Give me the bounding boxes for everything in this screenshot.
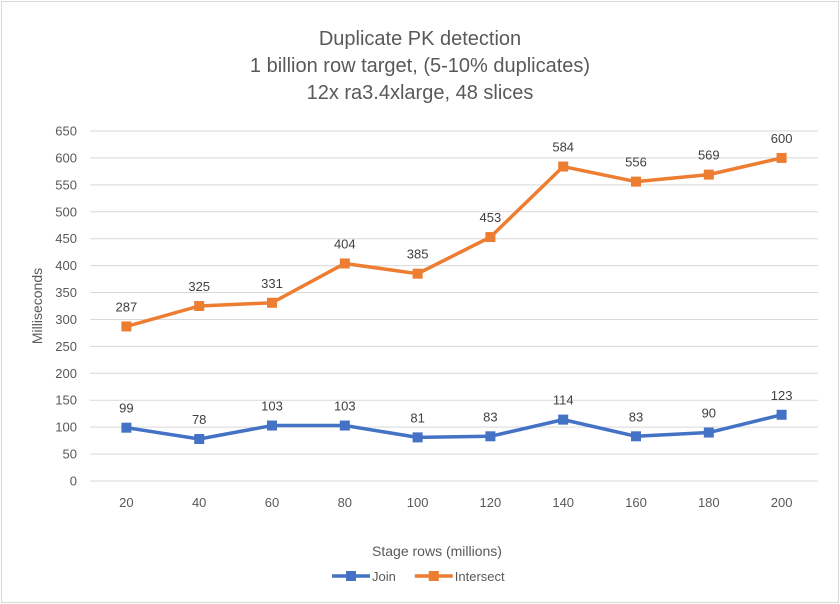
x-tick-label: 80 bbox=[338, 495, 352, 510]
y-tick-label: 0 bbox=[70, 474, 77, 489]
y-axis-label: Milliseconds bbox=[29, 268, 45, 344]
x-tick-label: 120 bbox=[480, 495, 502, 510]
data-point bbox=[339, 258, 350, 269]
y-tick-label: 350 bbox=[55, 285, 77, 300]
x-tick-label: 40 bbox=[192, 495, 206, 510]
chart-title: Duplicate PK detection 1 billion row tar… bbox=[250, 28, 590, 104]
chart-title-line-2: 1 billion row target, (5-10% duplicates) bbox=[250, 55, 590, 77]
data-label: 114 bbox=[553, 393, 574, 408]
y-tick-label: 600 bbox=[55, 150, 77, 165]
data-label: 569 bbox=[698, 148, 720, 163]
data-point bbox=[485, 232, 496, 243]
y-axis-ticks: 0 50 100 150 200 250 300 350 400 450 500 550 600 650 bbox=[55, 124, 77, 489]
y-tick-label: 650 bbox=[55, 124, 77, 139]
y-tick-label: 150 bbox=[55, 393, 77, 408]
data-point bbox=[412, 432, 423, 443]
series-line-intersect bbox=[125, 156, 782, 329]
data-label: 325 bbox=[188, 279, 210, 294]
data-label: 556 bbox=[625, 155, 647, 170]
data-label: 103 bbox=[261, 399, 283, 414]
data-point bbox=[194, 301, 205, 311]
legend-marker bbox=[346, 571, 356, 581]
data-point bbox=[558, 161, 569, 172]
data-label: 331 bbox=[261, 276, 283, 291]
data-label: 99 bbox=[119, 401, 133, 416]
data-label: 78 bbox=[192, 412, 206, 427]
series-group: 99 78 103 103 81 83 114 83 90 123 287 325 331 404 385 4… bbox=[116, 131, 793, 444]
y-tick-label: 250 bbox=[55, 339, 77, 354]
data-label: 81 bbox=[410, 410, 424, 425]
data-point bbox=[631, 431, 641, 442]
data-point bbox=[631, 176, 641, 187]
chart-title-line-1: Duplicate PK detection bbox=[319, 28, 521, 50]
data-label: 83 bbox=[483, 409, 497, 424]
data-point bbox=[485, 431, 496, 442]
data-label: 103 bbox=[334, 399, 356, 414]
legend: Join Intersect bbox=[332, 569, 505, 584]
data-point bbox=[121, 321, 132, 332]
data-point bbox=[558, 414, 569, 425]
data-point bbox=[703, 169, 714, 180]
series-line-join bbox=[126, 413, 783, 441]
series-intersect: 287 325 331 404 385 453 584 556 569 600 bbox=[116, 131, 793, 332]
legend-label: Join bbox=[372, 569, 396, 584]
y-tick-label: 200 bbox=[55, 366, 77, 381]
data-point bbox=[121, 422, 132, 433]
legend-item-join: Join bbox=[332, 569, 396, 584]
data-label: 404 bbox=[334, 236, 356, 251]
x-tick-label: 180 bbox=[698, 495, 720, 510]
data-label: 584 bbox=[552, 140, 574, 155]
data-point bbox=[776, 152, 787, 163]
x-tick-label: 100 bbox=[407, 495, 429, 510]
data-label: 287 bbox=[116, 299, 138, 314]
data-point bbox=[703, 427, 714, 438]
y-tick-label: 100 bbox=[55, 420, 77, 435]
data-point bbox=[776, 409, 787, 420]
data-point bbox=[339, 420, 350, 431]
x-tick-label: 20 bbox=[119, 495, 133, 510]
x-tick-label: 160 bbox=[625, 495, 647, 510]
y-tick-label: 450 bbox=[55, 231, 77, 246]
data-label: 600 bbox=[771, 131, 793, 146]
data-label: 123 bbox=[771, 388, 793, 403]
data-point bbox=[267, 420, 277, 431]
series-join: 99 78 103 103 81 83 114 83 90 123 bbox=[119, 388, 792, 444]
data-label: 83 bbox=[629, 409, 643, 424]
gridlines bbox=[90, 130, 818, 482]
data-label: 453 bbox=[480, 210, 502, 225]
y-tick-label: 550 bbox=[55, 177, 77, 192]
x-axis-ticks: 20 40 60 80 100 120 140 160 180 200 bbox=[119, 495, 792, 510]
legend-item-intersect: Intersect bbox=[414, 569, 505, 584]
y-tick-label: 300 bbox=[55, 312, 77, 327]
data-label: 385 bbox=[407, 247, 429, 262]
x-tick-label: 60 bbox=[265, 495, 279, 510]
data-point bbox=[267, 297, 277, 308]
legend-marker bbox=[428, 571, 439, 581]
x-tick-label: 200 bbox=[771, 495, 793, 510]
x-axis-label: Stage rows (millions) bbox=[372, 543, 502, 559]
chart-title-line-3: 12x ra3.4xlarge, 48 slices bbox=[307, 82, 534, 104]
y-tick-label: 400 bbox=[55, 258, 77, 273]
y-tick-label: 500 bbox=[55, 204, 77, 219]
y-tick-label: 50 bbox=[63, 447, 77, 462]
data-point bbox=[194, 434, 205, 444]
x-tick-label: 140 bbox=[552, 495, 574, 510]
data-label: 90 bbox=[702, 406, 716, 421]
data-point bbox=[412, 268, 423, 279]
legend-label: Intersect bbox=[455, 569, 505, 584]
